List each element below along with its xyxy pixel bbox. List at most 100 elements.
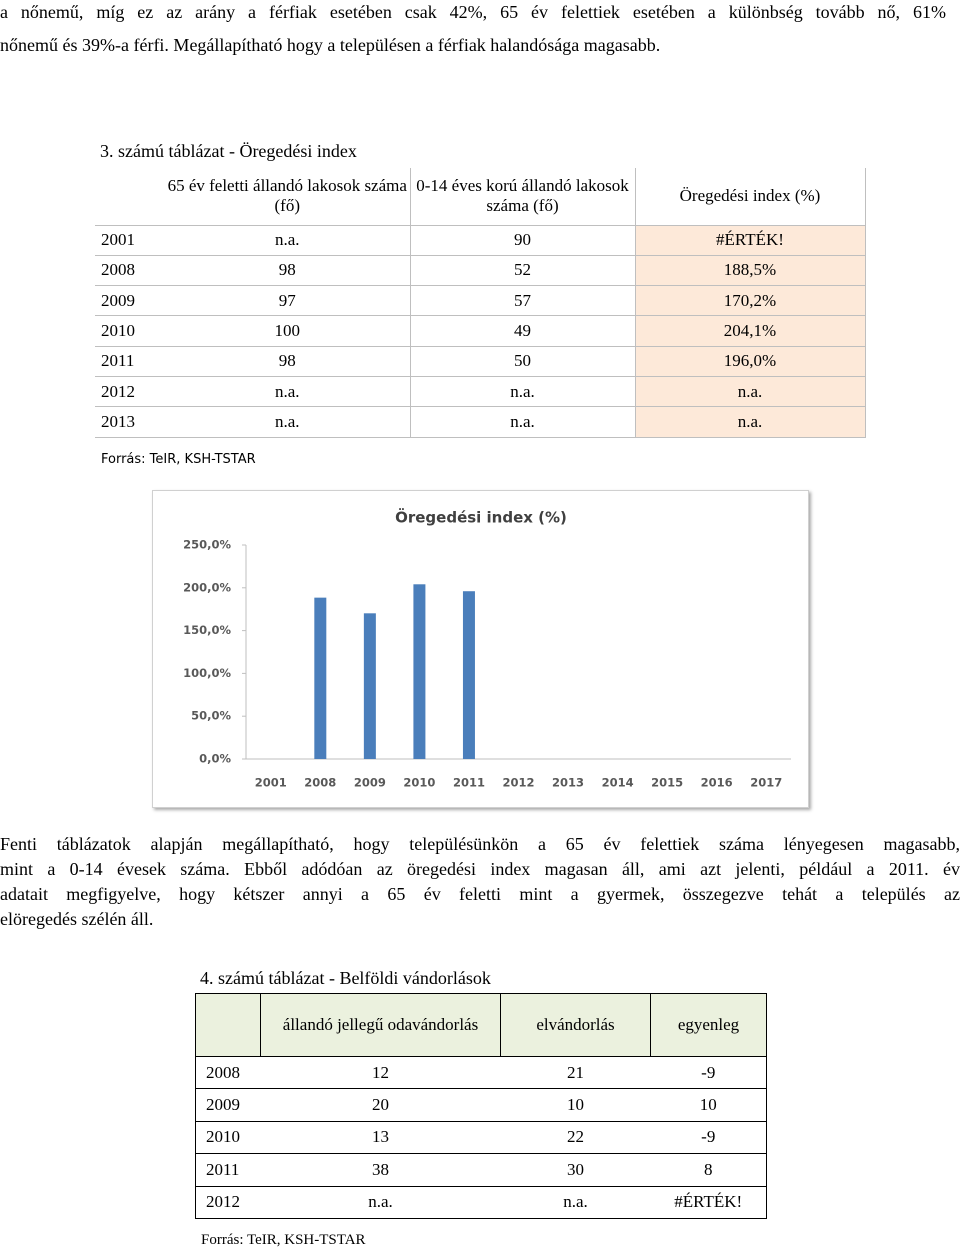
cell: 97 [165,285,410,317]
x-tick-label: 2013 [552,776,584,790]
cell: 30 [500,1153,651,1187]
source-note: Forrás: TeIR, KSH-TSTAR [101,452,256,467]
text-line: a nőnemű, míg ez az arány a férfiak eset… [0,2,946,22]
cell: 90 [409,225,635,256]
cell: 22 [500,1121,651,1155]
cell: 98 [165,255,410,287]
chart: Öregedési index (%) 0,0% 50,0% 100,0% 150,0… [183,508,791,790]
header-cell: elvándorlás [500,993,651,1057]
table-caption: 3. számú táblázat - Öregedési index [100,141,357,161]
data-row: 2010 100 49 204,1% [95,315,866,347]
bar [413,584,426,759]
chart-frame: Öregedési index (%) 0,0% 50,0% 100,0% 150,0… [152,490,809,808]
y-tick-label: 100,0% [183,666,231,680]
data-row: 2010 13 22 -9 [195,1121,767,1155]
x-tick-label: 2016 [701,776,733,790]
cell: 170,2% [634,285,866,317]
text-line: nőnemű és 39%-a férfi. Megállapítható ho… [0,35,661,55]
cell: 13 [260,1121,501,1155]
cell: 2008 [95,255,165,287]
cell: 2009 [95,285,165,317]
cell: -9 [650,1121,767,1155]
cell: 2013 [95,406,165,438]
cell: 12 [260,1056,501,1090]
cell: 98 [165,346,410,377]
x-tick-label: 2001 [255,776,287,790]
cell: 2010 [95,315,165,347]
cell: #ÉRTÉK! [650,1186,767,1219]
text-line: mint a 0-14 évesek száma. Ebből adódóan … [0,859,960,879]
cell: 57 [409,285,635,317]
x-tick-label: 2009 [354,776,386,790]
cell: 2001 [95,225,165,256]
cell: -9 [650,1056,767,1090]
x-tick-label: 2014 [602,776,634,790]
y-tick-label: 150,0% [183,623,231,637]
cell: 188,5% [634,255,866,287]
x-tick-label: 2017 [750,776,782,790]
header-cell: Öregedési index (%) [634,168,866,226]
table-caption: 4. számú táblázat - Belföldi vándorlások [200,968,491,988]
source-note: Forrás: TeIR, KSH-TSTAR [201,1232,366,1248]
y-tick-label: 200,0% [183,580,231,594]
x-tick-label: 2012 [502,776,534,790]
y-tick-label: 0,0% [199,752,231,766]
data-row: 2013 n.a. n.a. n.a. [95,406,866,438]
data-row: 2012 n.a. n.a. #ÉRTÉK! [195,1186,767,1219]
cell: #ÉRTÉK! [634,225,866,256]
text-line: Fenti táblázatok alapján megállapítható,… [0,834,960,854]
data-row: 2011 38 30 8 [195,1153,767,1187]
header-cell: állandó jellegű odavándorlás [260,993,501,1057]
bar [314,597,327,759]
cell: 196,0% [634,346,866,377]
y-tick-label: 50,0% [191,709,231,723]
text-line: adatait megfigyelve, hogy kétszer annyi … [0,884,960,904]
data-row: 2001 n.a. 90 #ÉRTÉK! [95,225,866,256]
data-row: 2008 98 52 188,5% [95,255,866,287]
cell: n.a. [165,225,410,256]
cell: 49 [409,315,635,347]
cell: n.a. [409,376,635,408]
cell: 2010 [195,1121,261,1155]
cell: n.a. [634,406,866,438]
header-cell: 65 év feletti állandó lakosok száma (fő) [165,168,410,226]
cell: n.a. [409,406,635,438]
cell: 2009 [195,1088,261,1122]
header-row: állandó jellegű odavándorlás elvándorlás e… [195,993,767,1057]
header-cell [95,168,165,226]
header-cell: egyenleg [650,993,767,1057]
aging-table: 65 év feletti állandó lakosok száma (fő)… [95,168,866,438]
cell: 20 [260,1088,501,1122]
cell: 204,1% [634,315,866,347]
data-row: 2008 12 21 -9 [195,1056,767,1090]
cell: 10 [650,1088,767,1122]
x-tick-label: 2008 [304,776,336,790]
cell: 21 [500,1056,651,1090]
cell: 50 [409,346,635,377]
cell: 2012 [195,1186,261,1219]
intro-text: a nőnemű, míg ez az arány a férfiak eset… [0,0,946,66]
cell: 38 [260,1153,501,1187]
cell: 2012 [95,376,165,408]
chart-title: Öregedési index (%) [395,508,567,527]
header-cell [195,993,261,1057]
x-tick-label: 2015 [651,776,683,790]
data-row: 2009 97 57 170,2% [95,285,866,317]
cell: 2011 [95,346,165,377]
cell: 10 [500,1088,651,1122]
cell: n.a. [634,376,866,408]
cell: 100 [165,315,410,347]
data-row: 2012 n.a. n.a. n.a. [95,376,866,408]
bar [363,613,376,759]
x-tick-label: 2011 [453,776,485,790]
cell: 52 [409,255,635,287]
header-row: 65 év feletti állandó lakosok száma (fő)… [95,168,866,226]
cell: n.a. [260,1186,501,1219]
body-paragraph: Fenti táblázatok alapján megállapítható,… [0,832,960,932]
cell: 2011 [195,1153,261,1187]
y-tick-label: 250,0% [183,538,231,552]
cell: n.a. [500,1186,651,1219]
cell: 8 [650,1153,767,1187]
x-tick-label: 2010 [403,776,435,790]
